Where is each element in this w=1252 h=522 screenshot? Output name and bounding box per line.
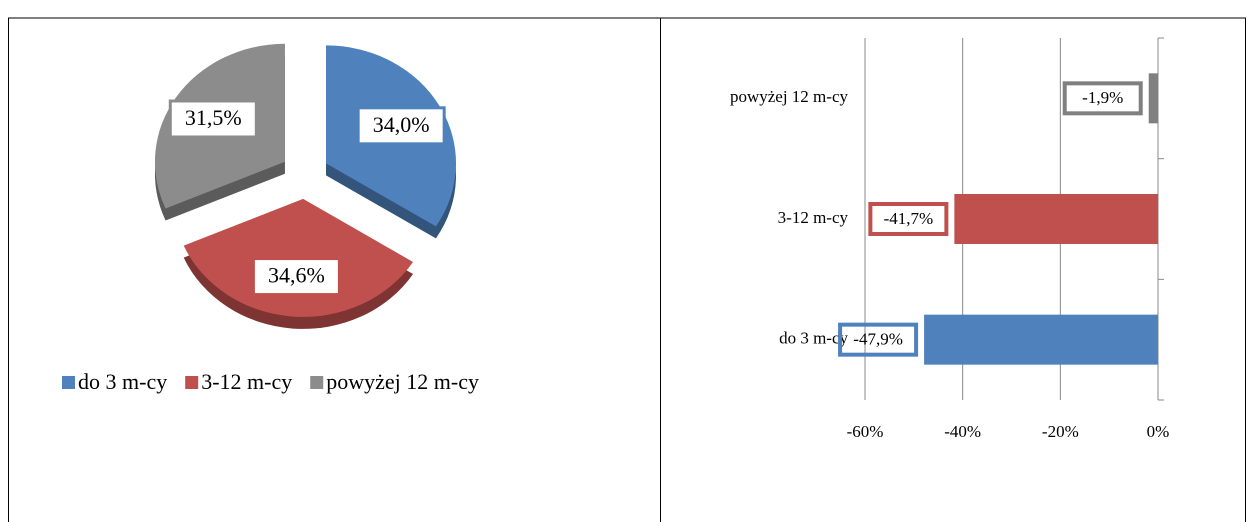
data-label-box [251,257,341,297]
data-label-box [168,99,258,139]
legend-label: powyżej 12 m-cy [326,369,479,394]
legend-swatch [185,376,199,389]
legend-label: do 3 m-cy [78,369,167,394]
legend-swatch [310,376,324,389]
data-label: 34,6% [268,263,325,288]
y-tick-label: do 3 m-cy [779,329,848,348]
x-tick-label: -20% [1042,422,1079,441]
data-label: 31,5% [185,105,242,130]
data-label: -41,7% [884,209,934,228]
data-label-box [838,322,919,357]
bar [954,194,1158,244]
data-label-box [356,106,446,146]
x-tick-label: 0% [1147,422,1170,441]
x-tick-label: -40% [944,422,981,441]
bar [1148,73,1158,124]
frame [8,17,1246,522]
legend-label: 3-12 m-cy [201,369,292,394]
bar [924,314,1158,365]
data-label: 34,0% [373,112,430,137]
y-tick-label: 3-12 m-cy [778,208,849,227]
data-label: -1,9% [1082,88,1123,107]
legend-swatch [62,376,75,389]
data-label-box [868,202,949,236]
data-label: -47,9% [853,330,903,349]
y-tick-label: powyżej 12 m-cy [730,87,849,106]
data-label-box [1062,81,1143,116]
x-tick-label: -60% [847,422,884,441]
